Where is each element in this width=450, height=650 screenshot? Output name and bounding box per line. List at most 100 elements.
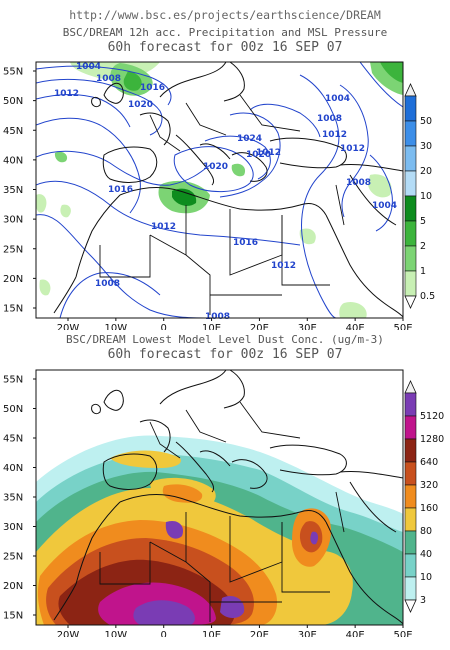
coastlines [53,61,404,318]
lon-label: 50E [393,630,412,637]
coastline [91,403,101,415]
precip-area [299,228,316,245]
precip-area [231,163,246,177]
coastline [119,187,327,216]
coastline [339,164,404,172]
coastline [199,450,231,467]
colorbar-segment [404,145,417,172]
bottom-map-subtitle: 60h forecast for 00z 16 SEP 07 [107,347,343,362]
colorbar-segment [404,270,417,297]
isobar-label: 1016 [108,185,133,195]
colorbar-label: 1 [420,266,426,277]
colorbar-label: 2 [420,241,426,252]
colorbar-segment [404,553,417,578]
isobar-label: 1004 [76,62,101,72]
lat-label: 45N [3,434,23,445]
bottom-map-axes: 55N 50N 45N 40N 35N 30N 25N 20N 15N 20W 10W 0 10E 20E… [3,375,413,638]
lat-label: 25N [3,552,23,563]
country-borders [99,401,345,622]
coastline [223,369,245,409]
colorbar-label: 3 [420,595,426,606]
colorbar-segment [404,438,417,463]
lon-label: 0 [161,323,167,330]
colorbar-segment [404,195,417,222]
coastline [199,143,231,160]
colorbar-label: 640 [420,457,438,468]
coastline [119,494,327,523]
isobar-line [36,65,172,106]
isobar-line [369,154,393,232]
lon-label: 50E [393,323,412,330]
colorbar-segment [404,170,417,197]
isobar-label: 1004 [372,201,397,211]
isobar-line [36,117,141,214]
border-line [239,94,301,132]
colorbar-segment [404,120,417,147]
lat-label: 35N [3,493,23,504]
coastline [339,471,404,479]
dust-area [162,484,203,503]
isobar-line [36,78,163,136]
isobar-label: 1012 [256,148,281,158]
isobar-label: 1008 [317,114,342,124]
isobar-label: 1012 [340,144,365,154]
border-line [281,215,330,286]
coastline [269,444,347,476]
dust-concentration-map: 55N 50N 45N 40N 35N 30N 25N 20N 15N 20W 10W 0 10E 20E… [3,369,444,638]
isobar-label: 1004 [325,94,350,104]
isobar-label: 1020 [203,162,228,172]
isobar-label: 1008 [96,74,121,84]
precip-area [172,188,197,206]
precip-area [60,204,71,218]
border-line [335,491,345,533]
colorbar-arrow-bottom [404,295,417,309]
lat-label: 15N [3,304,23,315]
precipitation-colorbar: 50 30 20 10 5 2 1 0.5 [404,83,435,309]
coastline [103,82,124,104]
coastline [159,369,227,405]
coastline [102,146,158,183]
isobar-line [36,94,131,128]
top-map-title: BSC/DREAM 12h acc. Precipitation and MSL… [62,26,388,39]
coastlines [53,369,404,625]
border-line [149,421,181,459]
colorbar-segment [404,392,417,417]
dust-area [133,600,195,625]
isobar-line [36,214,211,318]
lon-label: 30E [298,630,317,637]
lon-label: 10W [105,630,128,637]
precip-area [39,279,51,296]
colorbar-label: 160 [420,503,438,514]
coastline [349,174,397,226]
isobar-label: 1008 [205,312,230,322]
colorbar-segment [404,530,417,555]
coastline [103,389,124,411]
colorbar-arrow-top [404,83,417,97]
colorbar-segment [404,507,417,532]
isobar-line [36,150,211,186]
lat-label: 30N [3,522,23,533]
lon-label: 40E [346,630,365,637]
precip-area [380,62,403,83]
coastline [139,112,171,146]
top-map-axes: 55N 50N 45N 40N 35N 30N 25N 20N 15N 20W 10W 0 10E 20E… [3,67,413,331]
top-map-subtitle: 60h forecast for 00z 16 SEP 07 [107,40,343,55]
coastline [231,459,268,489]
isobar-line [339,84,369,218]
isobar-labels: 1004 1008 1012 1016 1020 1004 1008 1012 … [54,62,397,322]
precip-area [368,174,392,198]
country-borders [99,94,345,315]
lat-label: 15N [3,611,23,622]
coastline [223,61,245,102]
dust-area [220,595,245,618]
source-url: http://www.bsc.es/projects/earthscience/… [69,8,381,22]
isobar-label: 1008 [95,279,120,289]
coastline [269,137,347,169]
isobar-label: 1012 [271,261,296,271]
lat-label: 25N [3,244,23,255]
colorbar-label: 10 [420,191,432,202]
isobar-line [36,180,301,246]
coastline [325,214,404,318]
dust-colorbar: 5120 1280 640 320 160 80 40 10 3 [404,380,444,613]
coastline [325,521,404,625]
